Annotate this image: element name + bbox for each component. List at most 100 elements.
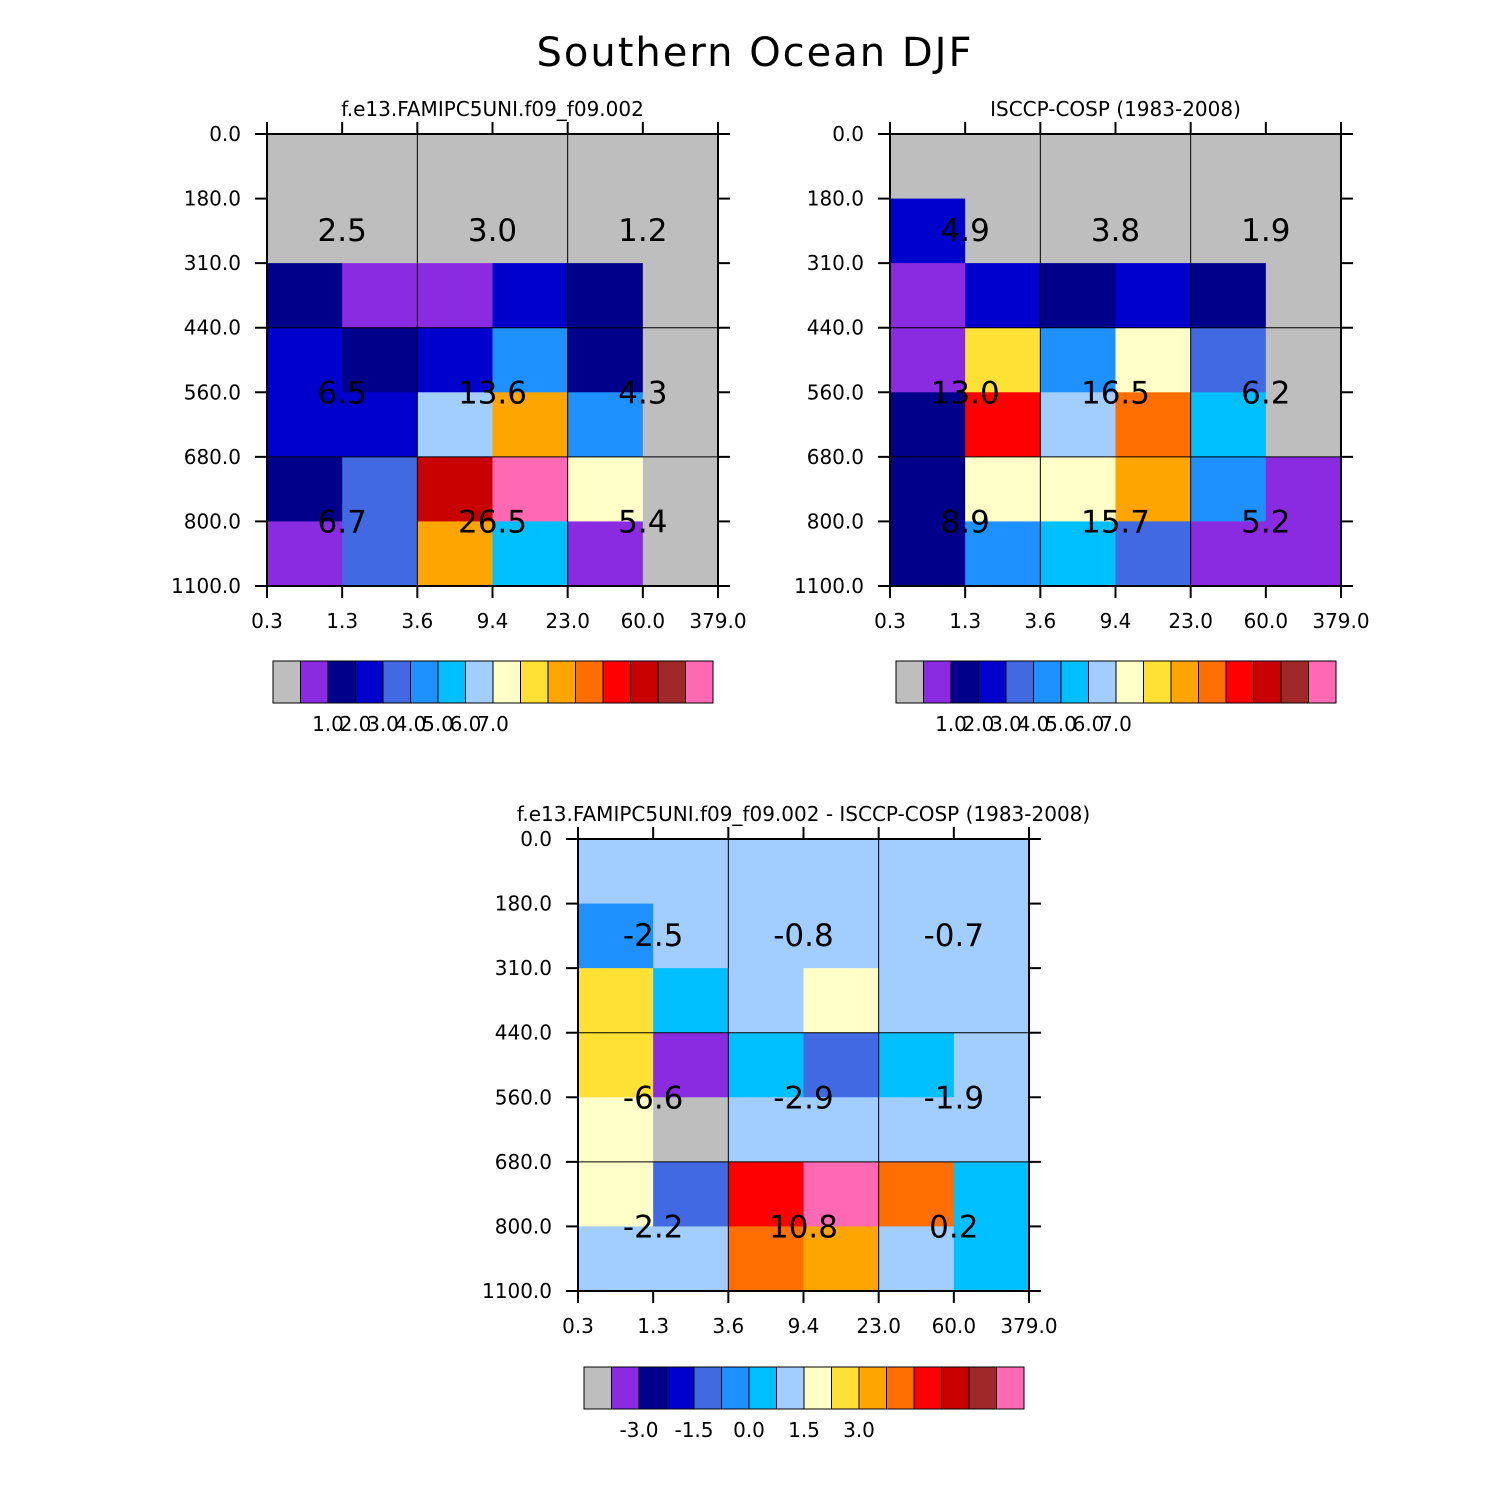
heatmap-cell xyxy=(492,521,569,587)
heatmap-cell xyxy=(1115,263,1192,329)
x-tick-label: 379.0 xyxy=(1312,609,1369,633)
heatmap-cell xyxy=(653,903,729,969)
x-tick-label: 379.0 xyxy=(689,609,746,633)
heatmap-cell xyxy=(878,903,955,969)
heatmap-cell xyxy=(267,521,343,587)
heatmap-cell xyxy=(965,456,1041,522)
colorbar-label: 1.5 xyxy=(788,1418,820,1442)
heatmap-cell xyxy=(803,1097,880,1163)
heatmap-cell xyxy=(578,1097,654,1163)
x-tick-label: 0.3 xyxy=(874,609,906,633)
block-value-label: -0.7 xyxy=(924,918,985,954)
heatmap-cell xyxy=(653,1097,729,1163)
colorbar-swatch xyxy=(1088,660,1117,704)
heatmap-cell xyxy=(342,198,418,264)
panel-title: f.e13.FAMIPC5UNI.f09_f09.002 xyxy=(341,97,644,121)
heatmap-cell xyxy=(1040,327,1116,393)
block-value-label: 26.5 xyxy=(458,504,527,540)
colorbar-swatch xyxy=(978,660,1007,704)
heatmap-cell xyxy=(417,392,493,458)
heatmap-cell xyxy=(492,327,569,393)
y-tick-label: 680.0 xyxy=(495,1150,552,1174)
heatmap-cell xyxy=(965,134,1041,200)
colorbar-swatch xyxy=(1170,660,1199,704)
heatmap-cell xyxy=(965,392,1041,458)
panel-3: 0.0 180.0 310.0 440.0 560.0 680.0 800.0 1100.0 0… xyxy=(482,802,1090,1442)
block-value-label: 6.5 xyxy=(318,375,367,411)
heatmap-cell xyxy=(1040,392,1116,458)
heatmap-cell xyxy=(417,263,493,329)
colorbar-swatch xyxy=(300,660,329,704)
heatmap-cell xyxy=(1265,327,1342,393)
block-value-label: 5.4 xyxy=(618,504,667,540)
heatmap-cell xyxy=(1115,456,1192,522)
colorbar-swatch xyxy=(968,1366,997,1410)
colorbar-swatch xyxy=(831,1366,860,1410)
heatmap-cell xyxy=(1265,392,1342,458)
colorbar-swatch xyxy=(602,660,631,704)
colorbar-label: 1.0 xyxy=(312,712,344,736)
block-value-label: 3.0 xyxy=(468,213,517,249)
heatmap-cell xyxy=(267,456,343,522)
y-tick-label: 800.0 xyxy=(495,1214,552,1238)
heatmap-cell xyxy=(1190,134,1267,200)
colorbar-swatch xyxy=(520,660,549,704)
heatmap-cell xyxy=(1190,198,1267,264)
heatmap-cell xyxy=(1265,134,1342,200)
heatmap-cell xyxy=(653,1226,729,1292)
heatmap-cell xyxy=(1190,456,1267,522)
y-tick-label: 310.0 xyxy=(184,251,241,275)
heatmap-cell xyxy=(803,1032,880,1098)
colorbar-swatch xyxy=(858,1366,887,1410)
y-tick-label: 440.0 xyxy=(184,316,241,340)
block-value-label: -2.9 xyxy=(773,1080,834,1116)
heatmap-cell xyxy=(878,968,955,1034)
y-tick-label: 0.0 xyxy=(832,122,864,146)
heatmap-cell xyxy=(267,263,343,329)
x-tick-label: 23.0 xyxy=(856,1314,901,1338)
block-value-label: 16.5 xyxy=(1081,375,1150,411)
heatmap-cell xyxy=(653,1161,729,1227)
heatmap-cell xyxy=(890,327,966,393)
y-tick-label: 180.0 xyxy=(495,892,552,916)
heatmap-cell xyxy=(267,392,343,458)
heatmap-cell xyxy=(803,968,880,1034)
block-value-label: 13.0 xyxy=(931,375,1000,411)
x-tick-label: 23.0 xyxy=(545,609,590,633)
block-value-label: 8.9 xyxy=(941,504,990,540)
colorbar-swatch xyxy=(1253,660,1282,704)
colorbar-swatch xyxy=(575,660,604,704)
colorbar-label: 1.0 xyxy=(935,712,967,736)
heatmap-cell xyxy=(890,521,966,587)
heatmap-cell xyxy=(578,1161,654,1227)
colorbar-label: 4.0 xyxy=(395,712,427,736)
panel-title: ISCCP-COSP (1983-2008) xyxy=(990,97,1241,121)
colorbar-swatch xyxy=(666,1366,695,1410)
colorbar-swatch xyxy=(1308,660,1337,704)
block-value-label: 2.5 xyxy=(318,213,367,249)
heatmap-cell xyxy=(567,456,644,522)
y-tick-label: 310.0 xyxy=(807,251,864,275)
block-value-label: 1.2 xyxy=(618,213,667,249)
block-value-label: 0.2 xyxy=(929,1209,978,1245)
heatmap-cell xyxy=(878,1097,955,1163)
heatmap-cell xyxy=(567,327,644,393)
heatmap-cell xyxy=(878,1032,955,1098)
colorbar-swatch xyxy=(776,1366,805,1410)
heatmap-cell xyxy=(642,134,719,200)
y-tick-label: 1100.0 xyxy=(171,574,241,598)
colorbar-swatch xyxy=(547,660,576,704)
y-tick-label: 0.0 xyxy=(520,827,552,851)
heatmap-cell xyxy=(1190,263,1267,329)
heatmap-cell xyxy=(267,198,343,264)
block-value-label: -0.8 xyxy=(773,918,834,954)
colorbar-label: 3.0 xyxy=(990,712,1022,736)
heatmap-cell xyxy=(342,521,418,587)
x-tick-label: 60.0 xyxy=(1244,609,1289,633)
heatmap-cell xyxy=(567,134,644,200)
heatmap-cell xyxy=(953,968,1030,1034)
x-tick-label: 3.6 xyxy=(1024,609,1056,633)
heatmap-cell xyxy=(803,1161,880,1227)
y-tick-label: 560.0 xyxy=(807,380,864,404)
